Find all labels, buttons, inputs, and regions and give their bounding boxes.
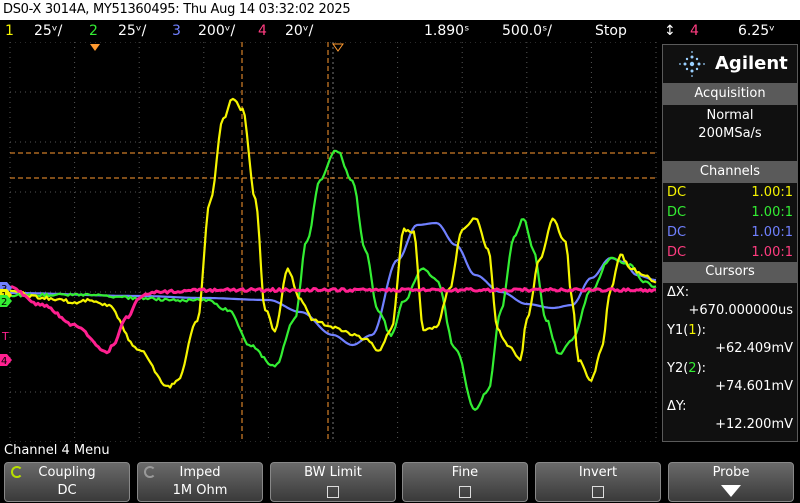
trigger-edge-icon: ↕ [664, 23, 676, 39]
dy-label: ΔY: [667, 399, 687, 414]
acquisition-rate: 200MSa/s [698, 126, 762, 141]
waveform-display[interactable]: 3124T [0, 42, 660, 442]
rotate-knob-icon [11, 466, 23, 478]
menu-title: Channel 4 Menu [0, 442, 800, 460]
fine-checkbox[interactable] [459, 486, 471, 498]
brand-box: Agilent [662, 44, 798, 84]
rotate-knob-icon [144, 466, 156, 478]
invert-label: Invert [578, 465, 618, 480]
channel-markers[interactable]: 3124T [0, 282, 12, 367]
ch3-number[interactable]: 3 [172, 23, 181, 39]
ch2-number[interactable]: 2 [89, 23, 98, 39]
acquisition-panel[interactable]: Normal 200MSa/s [662, 104, 798, 162]
time-scale[interactable]: 500.0ˢ/ [502, 23, 553, 39]
channel-4-ratio: 1.00:1 [751, 245, 793, 260]
channel-2-row: DC 1.00:1 [667, 204, 793, 222]
dy-value: +12.200mV [715, 417, 793, 432]
probe-softkey[interactable]: Probe [668, 462, 794, 502]
dx-label: ΔX: [667, 285, 690, 300]
trigger-level[interactable]: 6.25ᵛ [738, 23, 776, 39]
softkey-bar: Coupling DC Imped 1M Ohm BW Limit Fine I… [0, 460, 800, 503]
coupling-label: Coupling [38, 465, 96, 480]
brand-name: Agilent [715, 53, 788, 74]
trigger-channel[interactable]: 4 [690, 23, 699, 39]
imped-value: 1M Ohm [172, 483, 228, 498]
status-bar: 1 25ᵛ/ 2 25ᵛ/ 3 200ᵛ/ 4 20ᵛ/ 1.890ˢ 500.… [0, 20, 800, 42]
ch1-number[interactable]: 1 [5, 23, 14, 39]
ch3-scale[interactable]: 200ᵛ/ [198, 23, 236, 39]
ch1-trace [9, 97, 657, 389]
bw-limit-softkey[interactable]: BW Limit [270, 462, 396, 502]
title-text: DS0-X 3014A, MY51360495: Thu Aug 14 03:3… [3, 2, 351, 17]
fine-label: Fine [451, 465, 479, 480]
ch4-scale[interactable]: 20ᵛ/ [285, 23, 314, 39]
channel-2-ratio: 1.00:1 [751, 205, 793, 220]
side-panel: Agilent Acquisition Normal 200MSa/s Chan… [660, 42, 800, 442]
dx-value: +670.000000us [688, 303, 793, 318]
acquisition-mode: Normal [706, 108, 754, 123]
y1-label: Y1(1): [667, 323, 707, 338]
fine-softkey[interactable]: Fine [402, 462, 528, 502]
ch2-scale[interactable]: 25ᵛ/ [118, 23, 147, 39]
ch2-ground-marker-label: 2 [1, 297, 7, 308]
time-position[interactable]: 1.890ˢ [424, 23, 470, 39]
channel-1-coupling: DC [667, 185, 687, 200]
trigger-position-marker-icon [90, 44, 100, 51]
submenu-arrow-icon [721, 485, 741, 497]
ch4-ground-marker-label: 4 [1, 356, 7, 367]
coupling-softkey[interactable]: Coupling DC [4, 462, 130, 502]
ch4-number[interactable]: 4 [258, 23, 267, 39]
title-bar: DS0-X 3014A, MY51360495: Thu Aug 14 03:3… [0, 0, 800, 20]
invert-checkbox[interactable] [592, 486, 604, 498]
bw-limit-checkbox[interactable] [327, 486, 339, 498]
probe-label: Probe [712, 465, 750, 480]
channel-1-row: DC 1.00:1 [667, 184, 793, 202]
coupling-value: DC [57, 483, 77, 498]
run-state[interactable]: Stop [595, 23, 627, 39]
y2-label: Y2(2): [667, 361, 707, 376]
ch2-trace [9, 149, 657, 411]
imped-softkey[interactable]: Imped 1M Ohm [137, 462, 263, 502]
ch1-scale[interactable]: 25ᵛ/ [34, 23, 63, 39]
y1-value: +62.409mV [715, 341, 793, 356]
channel-3-coupling: DC [667, 225, 687, 240]
agilent-spark-icon [679, 51, 705, 77]
cursors-header: Cursors [662, 262, 798, 282]
channel-4-row: DC 1.00:1 [667, 244, 793, 262]
ch2-ground-marker [0, 295, 12, 307]
bw-limit-label: BW Limit [304, 465, 362, 480]
invert-softkey[interactable]: Invert [535, 462, 661, 502]
traces [9, 97, 657, 411]
time-reference-marker-icon [332, 43, 344, 52]
channel-2-coupling: DC [667, 205, 687, 220]
graticule [9, 42, 657, 442]
cursors-panel[interactable]: ΔX: +670.000000us Y1(1): +62.409mV Y2(2)… [662, 282, 798, 442]
channel-3-row: DC 1.00:1 [667, 224, 793, 242]
channels-header: Channels [662, 162, 798, 182]
trigger-level-marker: T [1, 330, 9, 343]
y2-value: +74.601mV [715, 379, 793, 394]
acquisition-header: Acquisition [662, 84, 798, 104]
channel-1-ratio: 1.00:1 [751, 185, 793, 200]
imped-label: Imped [179, 465, 221, 480]
channel-3-ratio: 1.00:1 [751, 225, 793, 240]
channel-4-coupling: DC [667, 245, 687, 260]
ch4-trace [9, 285, 657, 355]
channels-panel[interactable]: DC 1.00:1 DC 1.00:1 DC 1.00:1 DC 1.00:1 [662, 182, 798, 264]
ch4-ground-marker [0, 354, 12, 366]
